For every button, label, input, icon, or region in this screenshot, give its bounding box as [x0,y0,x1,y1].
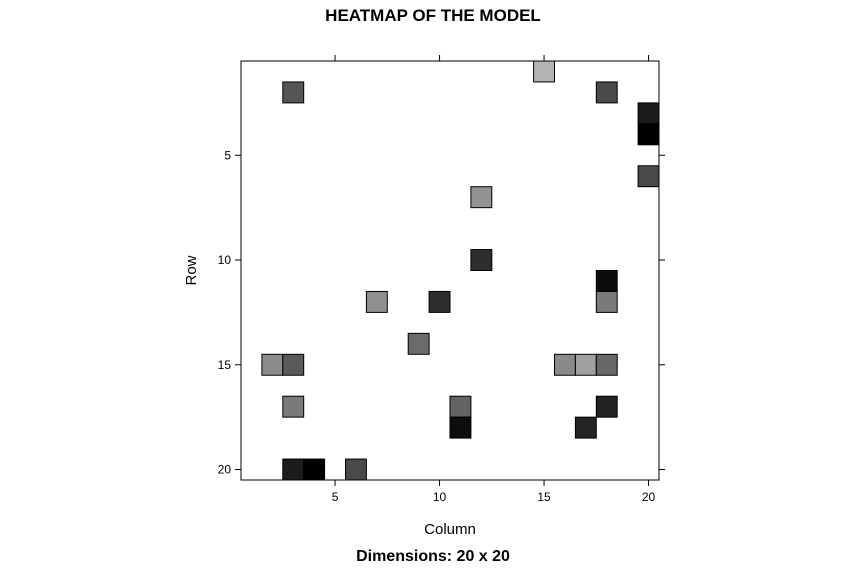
y-tick-label: 5 [224,148,231,162]
chart-caption: Dimensions: 20 x 20 [356,548,510,565]
heatmap-cell [345,458,367,481]
heatmap-cell [282,81,305,104]
heatmap-cell [365,290,388,313]
plot-frame [240,60,660,481]
x-tick-label: 15 [537,490,551,504]
heatmap-cell [637,102,660,125]
heatmap-cell [554,353,576,376]
heatmap-cell [449,395,472,418]
heatmap-cell [574,353,597,376]
x-tick-label: 20 [642,490,656,504]
y-tick-label: 20 [218,463,232,477]
heatmap-cell [637,123,660,146]
heatmap-cell [282,353,305,376]
heatmap-cell [595,290,618,313]
y-tick-label: 15 [218,358,232,372]
heatmap-cell [449,416,472,439]
heatmap-cell [282,395,305,418]
heatmap-cell [595,270,618,292]
axis-ticks: 5 10 15 20 5 10 15 20 [218,55,665,504]
heatmap-cell [282,458,305,481]
x-axis-title: Column [424,521,476,538]
heatmap-cell [533,60,555,83]
heatmap-cell [595,395,618,418]
heatmap-cell [470,186,493,209]
y-tick-label: 10 [218,253,232,267]
heatmap-cell [407,332,430,355]
heatmap-cells [261,60,660,481]
heatmap-cell [470,249,493,272]
heatmap-cell [595,353,618,376]
heatmap-cell [637,165,660,188]
x-tick-label: 5 [332,490,339,504]
heatmap-cell [574,416,597,439]
heatmap-cell [261,353,284,376]
heatmap-cell [428,290,451,313]
heatmap-cell [303,458,326,481]
chart-title: HEATMAP OF THE MODEL [325,6,541,25]
x-tick-label: 10 [433,490,447,504]
y-axis-title: Row [183,255,200,285]
heatmap-cell [595,81,618,104]
